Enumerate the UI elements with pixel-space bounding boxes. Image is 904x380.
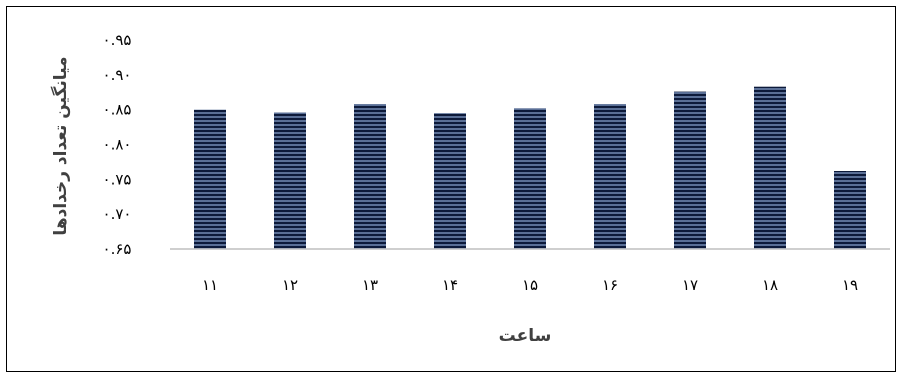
x-tick-label: ۱۹ (842, 276, 858, 294)
x-tick-label: ۱۴ (442, 276, 458, 294)
x-tick-labels: ۱۱ ۱۲ ۱۳ ۱۴ ۱۵ ۱۶ ۱۷ ۱۸ ۱۹ (202, 276, 858, 294)
x-tick-label: ۱۷ (682, 276, 698, 294)
y-tick-label: ۰.۷۰ (103, 205, 132, 223)
x-tick-label: ۱۸ (762, 276, 778, 294)
bars (194, 86, 866, 249)
bar-7 (674, 91, 706, 249)
x-tick-label: ۱۵ (522, 276, 538, 294)
x-axis-title: ساعت (499, 326, 552, 346)
bar-3 (354, 104, 386, 249)
x-tick-label: ۱۳ (362, 276, 378, 294)
bar-5 (514, 108, 546, 249)
x-tick-label: ۱۲ (282, 276, 298, 294)
y-axis-title: میانگین تعداد رخدادها (50, 56, 71, 235)
y-tick-label: ۰.۷۵ (103, 170, 132, 188)
y-tick-label: ۰.۹۰ (103, 66, 132, 84)
bar-8 (754, 86, 786, 249)
y-tick-label: ۰.۸۰ (103, 136, 132, 154)
x-tick-label: ۱۶ (602, 276, 618, 294)
bar-9 (834, 171, 866, 249)
y-tick-label: ۰.۸۵ (103, 101, 132, 119)
x-tick-label: ۱۱ (202, 276, 218, 294)
y-tick-label: ۰.۶۵ (103, 240, 132, 258)
bar-1 (194, 109, 226, 249)
y-tick-labels: ۰.۶۵ ۰.۷۰ ۰.۷۵ ۰.۸۰ ۰.۸۵ ۰.۹۰ ۰.۹۵ (103, 31, 132, 258)
bar-6 (594, 104, 626, 249)
y-tick-label: ۰.۹۵ (103, 31, 132, 49)
bar-2 (274, 112, 306, 249)
bar-4 (434, 113, 466, 249)
